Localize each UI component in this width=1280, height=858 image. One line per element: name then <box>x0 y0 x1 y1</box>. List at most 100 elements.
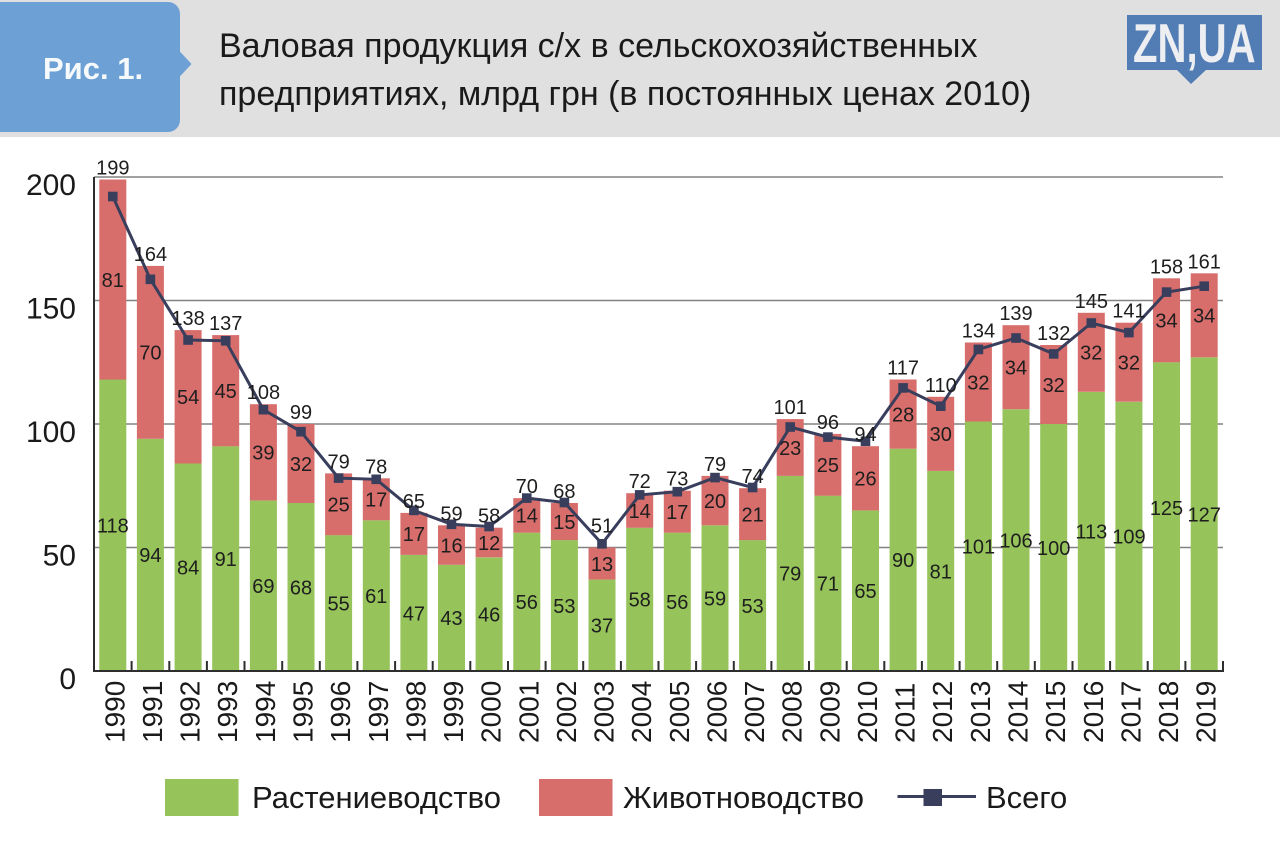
svg-text:2014: 2014 <box>1003 681 1034 743</box>
svg-text:51: 51 <box>591 516 613 538</box>
svg-text:1998: 1998 <box>400 681 431 743</box>
svg-text:56: 56 <box>666 592 688 614</box>
svg-text:14: 14 <box>629 501 651 523</box>
svg-text:0: 0 <box>59 663 76 696</box>
svg-text:71: 71 <box>817 574 839 596</box>
svg-text:2003: 2003 <box>589 681 620 743</box>
svg-text:Животноводство: Животноводство <box>623 780 864 815</box>
svg-text:32: 32 <box>1043 375 1065 397</box>
svg-text:1990: 1990 <box>99 681 130 743</box>
svg-text:54: 54 <box>177 387 199 409</box>
svg-text:134: 134 <box>962 321 995 343</box>
svg-text:32: 32 <box>290 454 312 476</box>
svg-text:43: 43 <box>440 608 462 630</box>
svg-text:125: 125 <box>1150 498 1183 520</box>
svg-text:141: 141 <box>1112 301 1145 323</box>
svg-text:37: 37 <box>591 616 613 638</box>
svg-text:100: 100 <box>1037 538 1070 560</box>
svg-text:79: 79 <box>779 564 801 586</box>
svg-text:2012: 2012 <box>927 681 958 743</box>
svg-text:150: 150 <box>26 292 76 325</box>
svg-text:17: 17 <box>666 502 688 524</box>
svg-text:2008: 2008 <box>777 681 808 743</box>
svg-text:2016: 2016 <box>1078 681 1109 743</box>
svg-text:79: 79 <box>327 451 349 473</box>
svg-text:50: 50 <box>43 539 76 572</box>
svg-text:30: 30 <box>930 424 952 446</box>
svg-text:1992: 1992 <box>175 681 206 743</box>
svg-text:2002: 2002 <box>551 681 582 743</box>
svg-text:99: 99 <box>290 402 312 424</box>
svg-text:84: 84 <box>177 558 199 580</box>
svg-text:20: 20 <box>704 491 726 513</box>
svg-text:139: 139 <box>999 303 1032 325</box>
svg-text:90: 90 <box>892 550 914 572</box>
svg-text:2001: 2001 <box>513 681 544 743</box>
svg-text:127: 127 <box>1188 505 1221 527</box>
svg-text:56: 56 <box>516 592 538 614</box>
svg-text:ZN,UA: ZN,UA <box>1133 13 1256 75</box>
svg-text:12: 12 <box>478 533 500 555</box>
svg-text:145: 145 <box>1075 291 1108 313</box>
svg-text:70: 70 <box>516 476 538 498</box>
svg-text:108: 108 <box>247 382 280 404</box>
svg-text:81: 81 <box>102 270 124 292</box>
svg-text:113: 113 <box>1075 522 1107 544</box>
svg-text:45: 45 <box>215 381 237 403</box>
svg-text:70: 70 <box>139 343 161 365</box>
svg-text:53: 53 <box>741 596 763 618</box>
svg-text:109: 109 <box>1112 527 1145 549</box>
svg-text:2010: 2010 <box>852 681 883 743</box>
svg-text:101: 101 <box>962 537 995 559</box>
svg-text:Растениеводство: Растениеводство <box>252 780 501 815</box>
svg-text:72: 72 <box>629 471 651 493</box>
svg-text:25: 25 <box>327 495 349 517</box>
svg-text:1996: 1996 <box>325 681 356 743</box>
svg-text:Рис. 1.: Рис. 1. <box>43 51 143 86</box>
svg-text:59: 59 <box>704 588 726 610</box>
svg-text:2019: 2019 <box>1191 681 1222 743</box>
svg-text:118: 118 <box>97 516 129 538</box>
svg-text:Валовая продукция с/х в сельск: Валовая продукция с/х в сельскохозяйстве… <box>219 27 978 65</box>
svg-text:69: 69 <box>252 576 274 598</box>
svg-text:14: 14 <box>516 506 538 528</box>
svg-text:2005: 2005 <box>664 681 695 743</box>
svg-text:91: 91 <box>215 549 237 571</box>
svg-text:137: 137 <box>209 313 242 335</box>
svg-text:65: 65 <box>854 581 876 603</box>
svg-text:1993: 1993 <box>212 681 243 743</box>
svg-text:94: 94 <box>139 545 161 567</box>
svg-text:53: 53 <box>553 596 575 618</box>
svg-text:73: 73 <box>666 469 688 491</box>
svg-text:1997: 1997 <box>363 681 394 743</box>
svg-text:110: 110 <box>925 375 957 397</box>
svg-text:47: 47 <box>403 603 425 625</box>
svg-text:2013: 2013 <box>965 681 996 743</box>
svg-text:17: 17 <box>365 490 387 512</box>
svg-text:55: 55 <box>327 593 349 615</box>
svg-text:25: 25 <box>817 455 839 477</box>
svg-text:132: 132 <box>1037 323 1070 345</box>
svg-text:199: 199 <box>96 158 129 180</box>
svg-text:2009: 2009 <box>814 681 845 743</box>
svg-text:79: 79 <box>704 454 726 476</box>
svg-text:1999: 1999 <box>438 681 469 743</box>
svg-text:68: 68 <box>553 481 575 503</box>
svg-text:81: 81 <box>930 561 952 583</box>
svg-text:13: 13 <box>591 554 613 576</box>
svg-text:200: 200 <box>26 169 76 202</box>
svg-text:предприятиях, млрд грн (в пост: предприятиях, млрд грн (в постоянных цен… <box>219 75 1031 113</box>
svg-text:32: 32 <box>1080 343 1102 365</box>
svg-text:17: 17 <box>403 524 425 546</box>
svg-text:2015: 2015 <box>1040 681 1071 743</box>
svg-text:23: 23 <box>779 438 801 460</box>
svg-text:96: 96 <box>817 412 839 434</box>
svg-text:28: 28 <box>892 404 914 426</box>
svg-text:1995: 1995 <box>288 681 319 743</box>
svg-text:94: 94 <box>854 424 876 446</box>
svg-text:2018: 2018 <box>1153 681 1184 743</box>
svg-text:59: 59 <box>440 503 462 525</box>
svg-text:2004: 2004 <box>626 681 657 743</box>
svg-text:164: 164 <box>134 244 167 266</box>
svg-text:1991: 1991 <box>137 681 168 743</box>
